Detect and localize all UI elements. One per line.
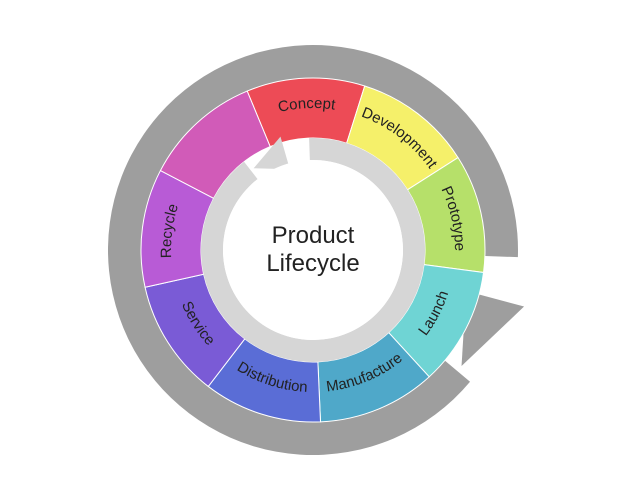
- center-title: Product Lifecycle: [266, 222, 359, 280]
- product-lifecycle-diagram: ConceptDevelopmentPrototypeLaunchManufac…: [0, 0, 626, 501]
- center-title-line1: Product: [272, 222, 355, 249]
- center-title-line2: Lifecycle: [266, 251, 359, 278]
